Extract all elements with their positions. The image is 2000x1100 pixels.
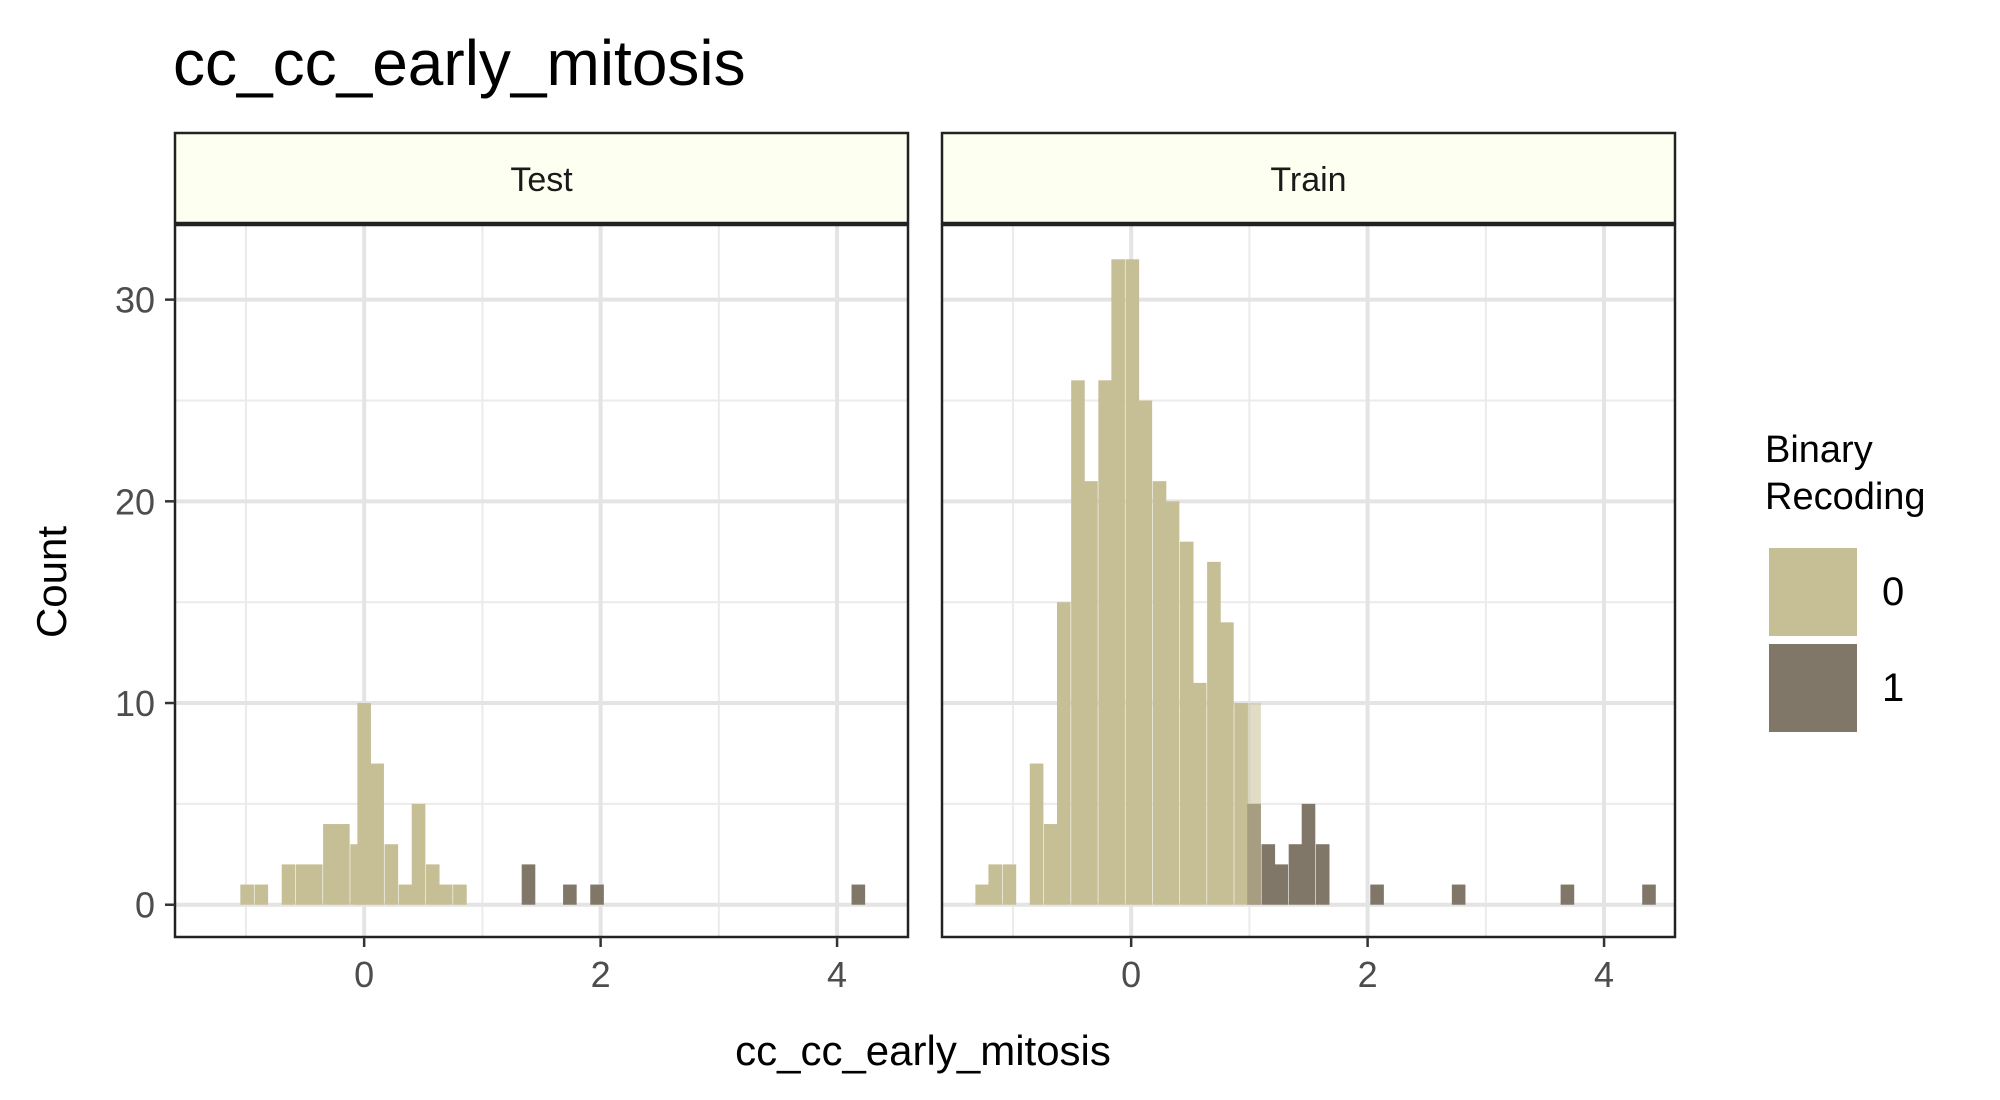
facet-label: Train [1270,161,1346,199]
y-tick-label: 30 [115,280,155,321]
histogram-bar [1043,824,1058,905]
histogram-bar [1111,259,1125,905]
histogram-bar [1301,803,1316,905]
legend-swatch [1769,548,1857,636]
histogram-bar [590,884,604,905]
x-axis-label: cc_cc_early_mitosis [735,1027,1111,1074]
facet-strip [940,131,1677,225]
histogram-bar [384,844,399,905]
histogram-bar [1179,541,1194,905]
chart-title: cc_cc_early_mitosis [173,27,746,99]
histogram-bar [308,864,323,905]
histogram-bar [975,884,989,905]
histogram-bar [1071,380,1085,905]
legend-label: 0 [1882,570,1904,614]
histogram-bar [1165,501,1180,905]
histogram-bar [1274,864,1289,905]
y-axis-label: Count [28,526,75,638]
histogram-bar [254,884,269,905]
histogram-bar [521,864,536,905]
histogram-bar [1560,884,1575,905]
facet-train: Train 0 2 4 [940,131,1677,995]
histogram-bar [370,763,384,905]
legend-label: 1 [1882,666,1904,710]
histogram-bar [1642,884,1656,905]
y-axis: 0 10 20 30 [115,280,175,926]
facet-strip [173,131,910,225]
legend-title: Binary [1765,429,1873,471]
legend-title: Recoding [1765,476,1926,518]
histogram-bar [240,884,254,905]
y-tick-label: 0 [135,885,155,926]
y-tick-label: 10 [115,683,155,724]
histogram-bar [1451,884,1466,905]
facet-test: Test 0 2 4 [173,131,910,995]
legend-swatch [1769,644,1857,732]
x-tick-label: 2 [1358,954,1378,995]
histogram-bar [1029,763,1044,905]
histogram-bar [357,703,371,905]
histogram-bar [398,884,413,905]
x-tick-label: 2 [591,954,611,995]
histogram-bar [1288,844,1303,905]
histogram-bar [988,864,1002,905]
x-tick-label: 4 [827,954,847,995]
histogram-bar [1315,844,1330,905]
panel-background [175,225,908,937]
histogram-bar [1084,481,1098,905]
panel-border [173,223,910,939]
panel-border [940,223,1677,939]
histogram-bar [1192,682,1207,905]
x-tick-label: 0 [354,954,374,995]
legend: Binary Recoding 0 1 [1765,429,1926,732]
y-tick-label: 20 [115,481,155,522]
histogram-bar [563,884,577,905]
histogram-bar [1056,602,1071,905]
histogram-bar [425,864,440,905]
histogram-bar [1370,884,1384,905]
histogram-bar [438,884,453,905]
histogram-bar [1207,561,1221,905]
histogram-bar [1138,400,1153,905]
histogram-bar [851,884,866,905]
facet-panels: Test 0 2 4 Train 0 2 4 [173,131,1677,995]
histogram-bar [1002,864,1017,905]
histogram-bar [295,864,310,905]
histogram-bar [281,864,296,905]
histogram-bar [1152,481,1167,905]
histogram-bar [1234,703,1248,905]
histogram-bar [1247,703,1261,905]
histogram-bar [453,884,467,905]
facet-label: Test [510,161,573,199]
histogram-bar [1261,844,1276,905]
histogram-bar [1098,380,1112,905]
histogram-bar [1125,259,1140,905]
histogram-bar [323,824,337,905]
histogram-bar [411,803,426,905]
histogram-bar [1220,622,1234,905]
x-tick-label: 4 [1594,954,1614,995]
histogram-bar [336,824,350,905]
x-tick-label: 0 [1121,954,1141,995]
